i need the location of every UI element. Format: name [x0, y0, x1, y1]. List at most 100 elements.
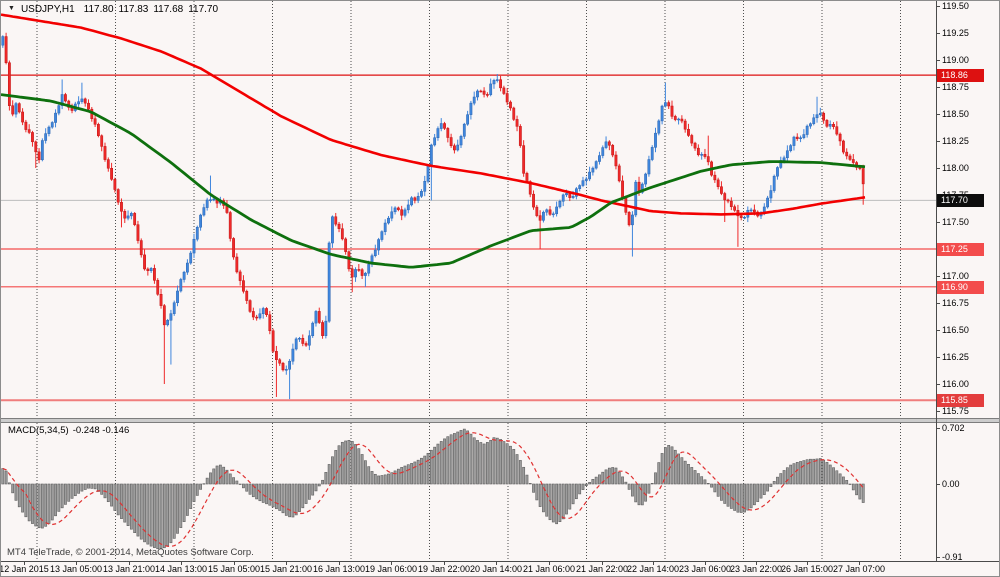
- macd-bar: [238, 483, 242, 485]
- macd-bar: [551, 483, 555, 523]
- macd-bar: [640, 483, 644, 506]
- macd-bar: [555, 483, 559, 525]
- macd-bar: [772, 481, 776, 485]
- macd-bar: [565, 483, 568, 515]
- macd-bar: [482, 443, 486, 485]
- macd-bar: [815, 458, 819, 485]
- macd-bar: [354, 444, 357, 485]
- macd-bar: [153, 483, 156, 548]
- symbol-timeframe-label: USDJPY,H1: [20, 4, 75, 15]
- candle: [387, 217, 390, 224]
- candle: [512, 107, 516, 120]
- candle: [558, 200, 562, 208]
- macd-bar: [700, 476, 704, 485]
- candle: [492, 80, 496, 85]
- macd-axis-tick: [937, 556, 940, 558]
- candle: [7, 62, 11, 106]
- candle: [743, 216, 746, 219]
- macd-bar: [396, 468, 400, 485]
- macd-bar: [265, 483, 268, 505]
- candle: [396, 207, 400, 210]
- macd-bar: [7, 482, 11, 485]
- macd-bar: [288, 483, 291, 518]
- candle: [766, 197, 769, 208]
- candle: [518, 126, 522, 146]
- candle: [667, 102, 671, 107]
- candle: [687, 128, 690, 136]
- time-axis-label: 12 Jan 2015: [0, 564, 49, 574]
- price-line-tag[interactable]: 117.25: [937, 243, 984, 256]
- candle: [212, 198, 216, 201]
- macd-bar: [828, 464, 832, 485]
- macd-bar: [436, 443, 440, 485]
- candle: [139, 240, 143, 256]
- macd-bar: [83, 483, 87, 490]
- candle: [377, 239, 381, 251]
- macd-bar: [413, 461, 417, 485]
- candle: [136, 224, 140, 241]
- price-line-tag[interactable]: 118.86: [937, 69, 984, 83]
- candle: [93, 118, 97, 125]
- time-axis-label: 15 Jan 21:00: [259, 564, 313, 574]
- macd-bar: [743, 483, 746, 513]
- open-value: 117.80: [83, 4, 114, 15]
- candle: [383, 222, 387, 232]
- time-axis-label: 13 Jan 21:00: [102, 564, 156, 574]
- macd-bar: [644, 483, 648, 502]
- candle: [795, 136, 799, 139]
- candle: [729, 200, 733, 207]
- candle: [11, 105, 15, 115]
- candle: [37, 151, 41, 161]
- price-line-tag[interactable]: 116.90: [937, 280, 984, 294]
- low-value: 117.68: [153, 4, 184, 15]
- macd-bar: [716, 483, 720, 497]
- candle: [149, 268, 153, 271]
- candle: [301, 337, 305, 344]
- macd-bar: [278, 483, 282, 511]
- candle: [228, 212, 232, 239]
- macd-bar: [472, 437, 476, 485]
- candle: [278, 359, 282, 364]
- macd-bar: [77, 483, 81, 494]
- candle: [453, 145, 456, 151]
- candle: [462, 123, 466, 137]
- candle: [60, 94, 64, 106]
- macd-bar: [350, 441, 354, 485]
- dropdown-arrow-icon[interactable]: ▼: [8, 5, 15, 12]
- macd-bar: [1, 468, 5, 485]
- macd-bar: [209, 472, 212, 485]
- candle: [44, 133, 48, 141]
- candle: [64, 94, 67, 102]
- candle: [660, 105, 664, 122]
- panel-splitter[interactable]: [1, 418, 999, 423]
- macd-bar: [248, 483, 252, 495]
- price-chart-canvas[interactable]: [1, 1, 936, 419]
- macd-bar: [739, 483, 743, 513]
- macd-bar: [261, 483, 265, 503]
- macd-bar: [805, 459, 809, 485]
- candle: [815, 114, 819, 119]
- candle: [40, 140, 44, 161]
- macd-bar: [845, 480, 849, 485]
- current-price-tag: 117.70: [937, 194, 984, 208]
- price-axis-label: 118.25: [942, 136, 969, 146]
- candle: [594, 161, 598, 169]
- candle: [235, 256, 239, 273]
- macd-bar: [598, 474, 601, 485]
- candle: [604, 141, 608, 148]
- macd-bar: [818, 458, 822, 485]
- price-line-tag[interactable]: 115.85: [937, 394, 984, 408]
- macd-panel-canvas[interactable]: [1, 423, 936, 561]
- price-axis-tick: [937, 357, 940, 358]
- candle: [485, 94, 489, 96]
- candle: [291, 348, 295, 362]
- macd-bar: [624, 481, 628, 485]
- candle: [294, 338, 298, 350]
- macd-bar: [120, 483, 123, 519]
- candle: [423, 181, 427, 192]
- macd-bar: [561, 483, 565, 520]
- price-axis-label: 117.25: [942, 244, 969, 254]
- macd-bar: [242, 483, 245, 489]
- macd-bar: [851, 483, 855, 491]
- macd-bar: [189, 483, 193, 509]
